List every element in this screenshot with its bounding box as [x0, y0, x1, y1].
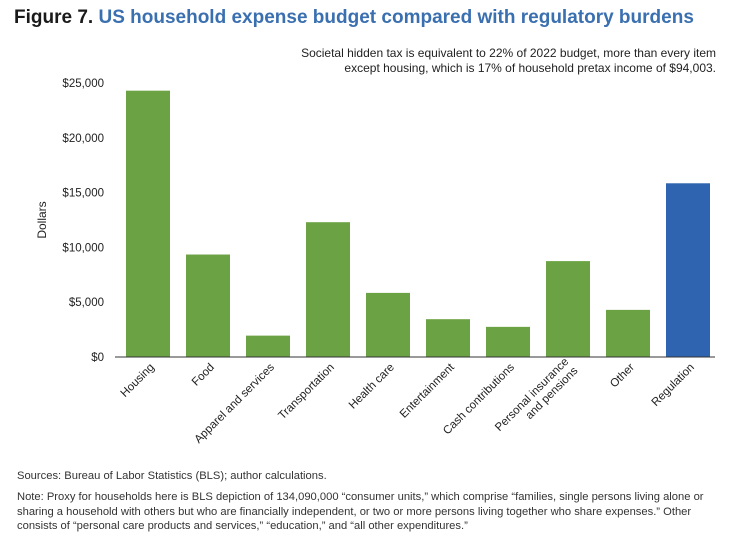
x-tick-label: Transportation	[276, 361, 337, 422]
sources-note: Sources: Bureau of Labor Statistics (BLS…	[17, 470, 327, 482]
figure-title: Figure 7. US household expense budget co…	[14, 7, 694, 29]
bar-regulation	[666, 183, 710, 357]
y-tick-label: $10,000	[62, 242, 104, 254]
bar-food	[186, 254, 230, 357]
x-tick-label: Food	[190, 361, 217, 388]
figure-label: Figure 7.	[14, 7, 94, 28]
bar-transportation	[306, 222, 350, 357]
x-tick-label: Health care	[347, 361, 397, 411]
bar-apparel-and-services	[246, 335, 290, 357]
x-tick-label-line: Health care	[347, 361, 397, 411]
y-axis-title: Dollars	[35, 201, 49, 238]
y-tick-label: $20,000	[62, 133, 104, 145]
x-tick-label-line: Food	[190, 361, 217, 388]
bar-housing	[126, 90, 170, 357]
x-tick-label-line: Transportation	[276, 361, 337, 422]
y-tick-label: $5,000	[69, 297, 104, 309]
x-tick-label: Regulation	[650, 361, 697, 408]
x-tick-label-line: Housing	[119, 361, 157, 399]
bar-entertainment	[426, 319, 470, 357]
subtitle-line-1: Societal hidden tax is equivalent to 22%…	[301, 46, 716, 60]
y-tick-label: $0	[91, 352, 104, 364]
bar-chart: $0 $5,000 $10,000 $15,000 $20,000 $25,000 Hou…	[35, 78, 715, 446]
x-tick-label-line: Other	[608, 361, 637, 390]
chart-subtitle: Societal hidden tax is equivalent to 22%…	[156, 46, 716, 76]
x-tick-label-line: Regulation	[650, 361, 697, 408]
figure-title-text: US household expense budget compared wit…	[98, 7, 694, 28]
x-tick-label: Other	[608, 361, 637, 390]
x-tick-label-line: Entertainment	[398, 361, 458, 421]
y-tick-label: $25,000	[62, 78, 104, 90]
bar-personal-insurance-and-pensions	[546, 261, 590, 357]
bar-cash-contributions	[486, 326, 530, 357]
footnote: Note: Proxy for households here is BLS d…	[17, 491, 704, 532]
bar-health-care	[366, 292, 410, 357]
y-tick-label: $15,000	[62, 188, 104, 200]
bars	[126, 90, 710, 357]
bar-other	[606, 309, 650, 357]
y-axis: $0 $5,000 $10,000 $15,000 $20,000 $25,000	[62, 78, 104, 364]
x-tick-label: Housing	[119, 361, 157, 399]
subtitle-line-2: except housing, which is 17% of househol…	[344, 61, 716, 75]
x-tick-label: Entertainment	[398, 361, 458, 421]
